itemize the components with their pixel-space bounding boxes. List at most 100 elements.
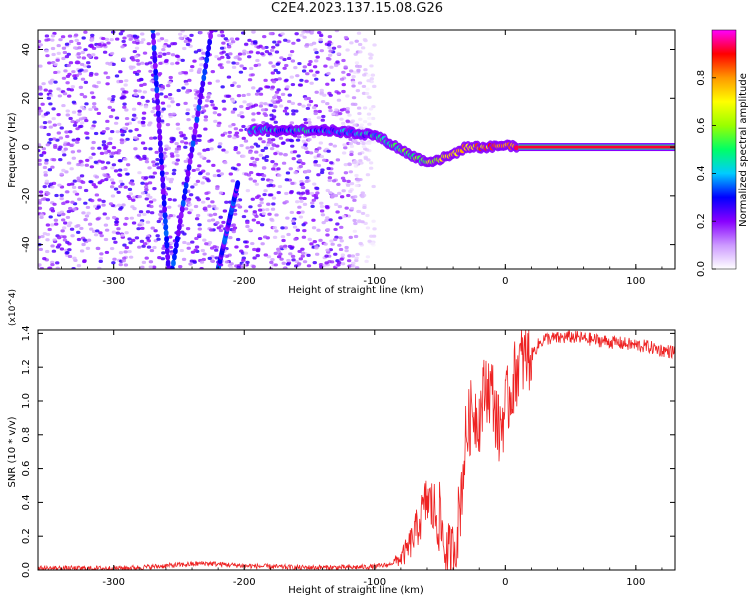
noise-speckle	[148, 136, 154, 140]
noise-speckle	[222, 107, 227, 111]
noise-speckle	[335, 158, 341, 162]
noise-speckle	[42, 165, 48, 170]
noise-speckle	[229, 262, 234, 266]
noise-speckle	[267, 52, 273, 56]
streak-mark	[187, 157, 193, 165]
noise-speckle	[316, 173, 321, 177]
streak-mark	[164, 241, 170, 249]
streak-mark	[163, 217, 168, 225]
noise-speckle	[65, 74, 71, 78]
noise-speckle	[277, 173, 282, 177]
noise-speckle	[89, 126, 95, 130]
noise-speckle	[241, 258, 246, 262]
noise-speckle	[253, 142, 258, 146]
streak-mark	[154, 86, 160, 94]
noise-speckle	[79, 174, 85, 178]
noise-speckle	[79, 68, 84, 72]
noise-speckle	[363, 68, 368, 72]
noise-speckle	[314, 149, 319, 154]
noise-speckle	[334, 108, 339, 112]
noise-speckle	[295, 138, 301, 142]
noise-speckle	[275, 144, 280, 148]
noise-speckle	[289, 210, 295, 215]
noise-speckle	[204, 191, 209, 195]
noise-speckle	[85, 136, 90, 140]
noise-speckle	[262, 192, 267, 197]
noise-speckle	[342, 179, 347, 183]
noise-speckle	[220, 133, 225, 137]
noise-speckle	[243, 42, 249, 46]
noise-speckle	[258, 44, 263, 48]
noise-speckle	[243, 139, 249, 143]
noise-speckle	[134, 236, 140, 240]
noise-speckle	[67, 254, 73, 259]
noise-speckle	[233, 147, 238, 152]
x-tick-label: -100	[363, 276, 386, 287]
noise-speckle	[291, 156, 296, 161]
noise-speckle	[222, 209, 228, 213]
noise-speckle	[50, 46, 56, 51]
noise-speckle	[104, 228, 110, 232]
noise-speckle	[105, 161, 111, 165]
noise-speckle	[197, 223, 202, 227]
noise-speckle	[91, 105, 97, 109]
noise-speckle	[300, 254, 306, 258]
noise-speckle	[188, 193, 194, 197]
noise-speckle	[326, 43, 332, 47]
streak-mark	[151, 44, 157, 52]
noise-speckle	[261, 121, 266, 125]
noise-speckle	[281, 161, 287, 165]
noise-speckle	[86, 238, 92, 242]
noise-speckle	[44, 34, 50, 38]
noise-speckle	[231, 65, 237, 70]
noise-speckle	[353, 52, 358, 56]
noise-speckle	[56, 131, 62, 135]
noise-speckle	[138, 157, 143, 161]
noise-speckle	[256, 220, 261, 225]
noise-speckle	[269, 147, 275, 151]
noise-speckle	[250, 197, 255, 201]
noise-speckle	[317, 146, 322, 150]
noise-speckle	[279, 245, 284, 249]
noise-speckle	[245, 224, 250, 229]
noise-speckle	[321, 158, 327, 162]
noise-speckle	[62, 50, 68, 55]
noise-speckle	[276, 71, 281, 75]
noise-speckle	[148, 195, 153, 199]
noise-speckle	[331, 112, 336, 116]
noise-speckle	[194, 217, 200, 221]
noise-speckle	[351, 75, 356, 79]
noise-speckle	[251, 104, 256, 108]
noise-speckle	[141, 111, 147, 115]
noise-speckle	[103, 174, 108, 178]
noise-speckle	[52, 31, 57, 36]
noise-speckle	[48, 125, 54, 129]
noise-speckle	[271, 45, 276, 49]
noise-speckle	[60, 35, 66, 39]
noise-speckle	[336, 91, 341, 95]
noise-speckle	[65, 190, 70, 194]
noise-speckle	[59, 247, 65, 251]
noise-speckle	[164, 171, 169, 175]
noise-speckle	[351, 161, 357, 165]
noise-speckle	[204, 104, 209, 108]
noise-speckle	[113, 187, 119, 191]
noise-speckle	[38, 85, 43, 89]
noise-speckle	[193, 204, 199, 209]
noise-speckle	[69, 143, 74, 148]
noise-speckle	[329, 171, 334, 175]
noise-speckle	[247, 38, 252, 42]
noise-speckle	[325, 233, 330, 237]
noise-speckle	[323, 64, 328, 68]
noise-speckle	[348, 137, 353, 141]
noise-speckle	[268, 32, 274, 36]
noise-speckle	[208, 213, 213, 217]
noise-speckle	[104, 177, 109, 182]
spectrogram-frame	[37, 29, 676, 270]
noise-speckle	[272, 164, 277, 168]
noise-speckle	[273, 120, 278, 124]
noise-speckle	[38, 247, 44, 251]
noise-speckle	[210, 70, 216, 74]
noise-speckle	[62, 92, 68, 96]
noise-speckle	[76, 230, 81, 234]
